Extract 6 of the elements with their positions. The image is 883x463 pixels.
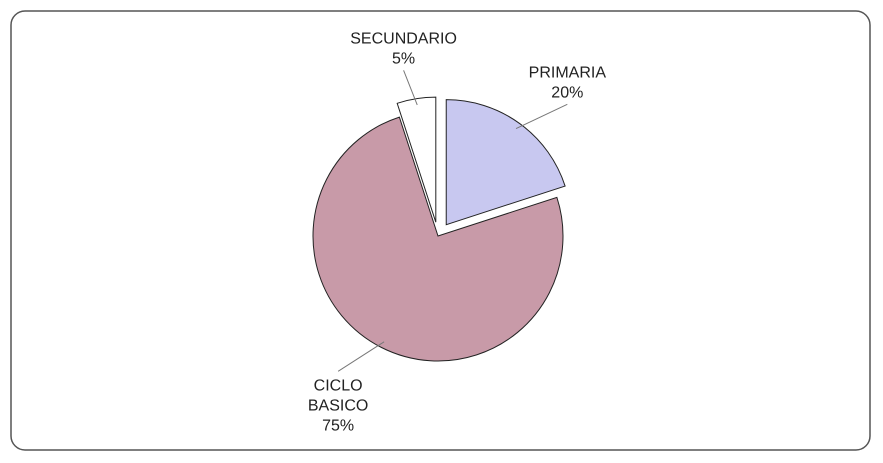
slice-label: CICLO BASICO	[308, 377, 368, 414]
data-label: 20%	[551, 84, 584, 102]
data-label: 75%	[322, 417, 354, 434]
slice-label: SECUNDARIO	[350, 30, 457, 48]
slice-label: PRIMARIA	[528, 64, 606, 82]
data-label: 5%	[392, 50, 416, 68]
